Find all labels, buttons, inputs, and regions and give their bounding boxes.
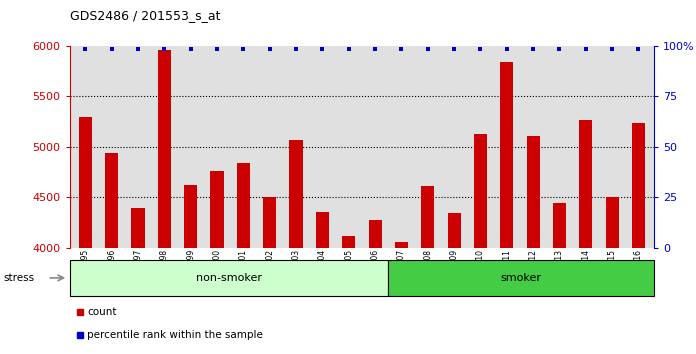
Bar — [210, 171, 223, 248]
Bar — [342, 236, 356, 248]
Bar — [579, 120, 592, 248]
Bar — [474, 134, 487, 248]
Bar — [368, 219, 381, 248]
Text: count: count — [87, 307, 116, 316]
Bar — [263, 197, 276, 248]
Bar — [316, 212, 329, 248]
Bar — [237, 163, 250, 248]
Bar — [448, 213, 461, 248]
FancyBboxPatch shape — [70, 260, 388, 296]
Bar — [395, 242, 408, 248]
Bar — [132, 209, 145, 248]
Bar — [79, 116, 92, 248]
Bar — [421, 186, 434, 248]
Bar — [184, 185, 198, 248]
Bar — [290, 140, 303, 248]
Bar — [105, 153, 118, 248]
Bar — [158, 50, 171, 248]
Bar — [526, 136, 539, 248]
Text: smoker: smoker — [501, 273, 542, 283]
Text: non-smoker: non-smoker — [196, 273, 262, 283]
Text: stress: stress — [3, 273, 35, 283]
FancyBboxPatch shape — [388, 260, 654, 296]
Bar — [632, 123, 645, 248]
Bar — [553, 204, 566, 248]
Bar — [606, 197, 619, 248]
Bar — [500, 62, 514, 248]
Text: percentile rank within the sample: percentile rank within the sample — [87, 330, 263, 339]
Text: GDS2486 / 201553_s_at: GDS2486 / 201553_s_at — [70, 9, 220, 22]
